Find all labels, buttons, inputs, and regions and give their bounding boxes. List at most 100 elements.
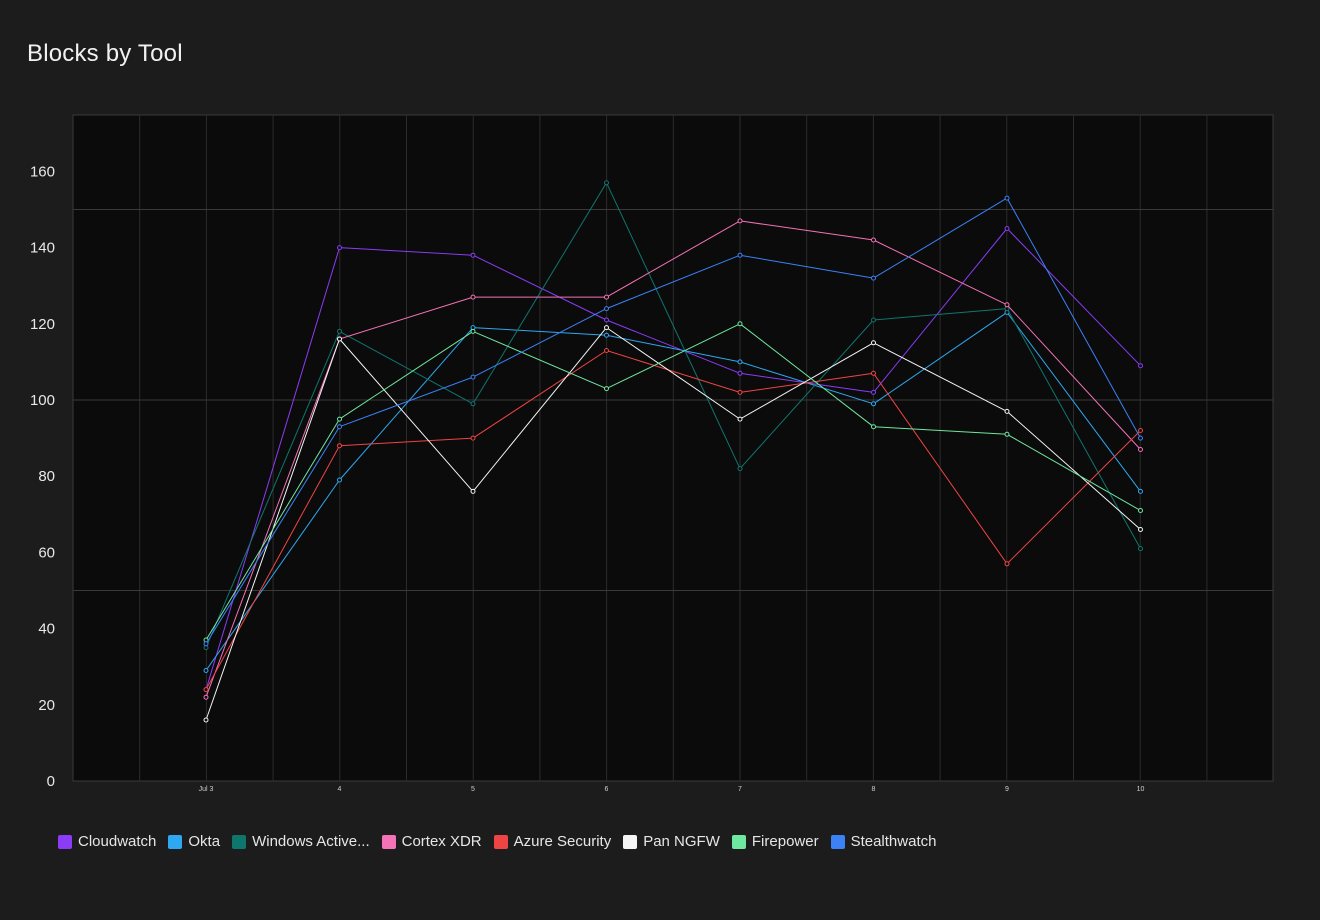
chart-legend: Cloudwatch Okta Windows Active... Cortex XD… [58, 833, 948, 850]
data-point [737, 359, 743, 365]
data-point [1138, 546, 1143, 552]
series-firepower [203, 321, 1143, 643]
series-line [205, 327, 1141, 721]
data-point [470, 435, 476, 441]
data-point [604, 317, 609, 323]
legend-swatch [731, 834, 746, 849]
data-point [337, 336, 342, 342]
legend-swatch [58, 834, 72, 849]
data-point [203, 687, 209, 693]
legend-item[interactable]: Pan NGFW [623, 833, 720, 850]
y-axis-ticks: 0 20 40 60 80 100 120 140 160 [30, 163, 55, 790]
data-point [203, 668, 209, 673]
data-point [337, 245, 342, 251]
legend-item[interactable]: Cortex XDR [381, 833, 482, 850]
legend-item[interactable]: Windows Active... [232, 833, 370, 850]
y-tick-label: 160 [30, 163, 55, 180]
series-line [205, 197, 1141, 645]
x-tick-label: 9 [1005, 786, 1009, 793]
legend-label: Azure Security [513, 833, 612, 850]
legend-item[interactable]: Okta [168, 833, 220, 850]
data-point [203, 717, 209, 723]
data-point [871, 340, 876, 346]
data-point [470, 488, 476, 494]
legend-swatch [830, 834, 845, 849]
data-point [737, 321, 743, 327]
y-tick-label: 120 [30, 316, 55, 333]
legend-item[interactable]: Firepower [731, 833, 819, 850]
chart-title: Blocks by Tool [27, 40, 183, 67]
y-tick-label: 60 [38, 544, 55, 561]
series-okta [203, 309, 1143, 673]
data-point [1004, 302, 1010, 308]
data-point [470, 374, 476, 380]
data-point [871, 424, 876, 430]
legend-label: Cortex XDR [401, 833, 482, 850]
series-line [205, 228, 1141, 690]
data-point [604, 386, 609, 392]
data-point [737, 252, 743, 258]
data-point [1138, 527, 1143, 532]
legend-item[interactable]: Stealthwatch [830, 833, 937, 850]
series-stealthwatch [203, 195, 1143, 647]
legend-swatch [232, 834, 247, 849]
data-point [604, 180, 609, 186]
legend-swatch [168, 834, 183, 849]
y-tick-label: 40 [38, 621, 55, 638]
legend-label: Firepower [751, 833, 819, 850]
y-tick-label: 140 [30, 240, 55, 257]
data-point [1138, 508, 1143, 513]
series-azure-security [203, 348, 1143, 693]
data-point [871, 370, 876, 376]
legend-label: Windows Active... [252, 833, 370, 850]
data-point [737, 370, 743, 376]
data-point [737, 389, 743, 395]
data-point [871, 237, 876, 243]
data-point [871, 275, 876, 281]
data-point [470, 401, 476, 407]
data-point [337, 416, 342, 422]
data-point [1138, 435, 1143, 441]
data-point [737, 218, 743, 224]
data-point [337, 443, 342, 449]
x-axis-ticks: Jul 3 4 5 6 7 8 9 10 [199, 786, 1145, 793]
data-point [604, 332, 609, 338]
data-point [337, 424, 342, 430]
x-tick-label: 4 [338, 786, 342, 793]
legend-swatch [493, 834, 508, 849]
data-point [1138, 447, 1143, 452]
data-point [203, 694, 209, 700]
legend-label: Pan NGFW [643, 833, 720, 850]
x-tick-label: 5 [471, 786, 475, 793]
legend-item[interactable]: Azure Security [493, 833, 612, 850]
legend-label: Cloudwatch [78, 833, 157, 850]
data-point [604, 325, 609, 331]
x-tick-label: Jul 3 [199, 786, 214, 793]
data-point [871, 389, 876, 395]
series-lines [203, 180, 1143, 723]
y-tick-label: 100 [30, 392, 55, 409]
x-tick-label: 8 [872, 786, 876, 793]
data-point [1138, 488, 1143, 494]
legend-swatch [381, 834, 396, 849]
series-line [205, 311, 1141, 671]
legend-label: Okta [188, 833, 221, 850]
data-point [1004, 408, 1010, 414]
series-line [205, 323, 1141, 641]
x-tick-label: 6 [605, 786, 609, 793]
series-line [205, 220, 1141, 698]
data-point [871, 401, 876, 407]
data-point [470, 252, 476, 258]
legend-label: Stealthwatch [850, 833, 937, 850]
series-windows-active [203, 180, 1143, 651]
data-point [604, 294, 609, 300]
series-line [205, 182, 1141, 648]
series-cortex-xdr [203, 218, 1143, 700]
data-point [203, 641, 209, 647]
legend-item[interactable]: Cloudwatch [58, 833, 156, 850]
data-point [737, 416, 743, 422]
data-point [737, 466, 743, 472]
data-point [1004, 431, 1010, 437]
